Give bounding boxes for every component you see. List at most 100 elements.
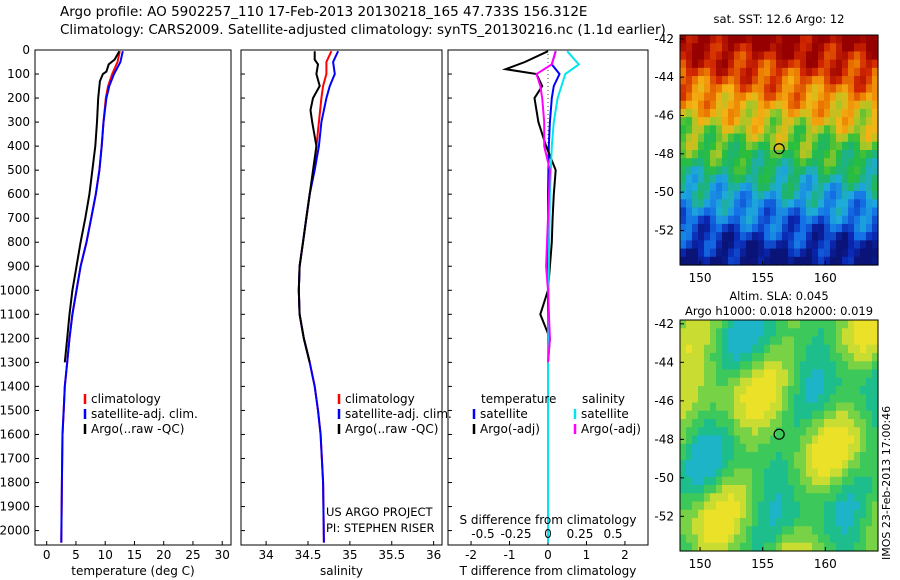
map-cell — [758, 328, 765, 338]
map-cell — [710, 100, 717, 110]
map-cell — [860, 485, 867, 494]
map-cell — [764, 320, 771, 329]
map-cell — [818, 150, 825, 159]
map-cell — [698, 419, 705, 428]
map-cell — [866, 509, 873, 519]
map-cell — [770, 84, 777, 94]
map-cell — [680, 100, 687, 110]
map-y-tick-label: -42 — [654, 32, 674, 46]
map-cell — [818, 51, 825, 61]
map-cell — [872, 43, 879, 53]
map-cell — [698, 443, 705, 453]
map-cell — [722, 369, 729, 379]
map-cell — [842, 100, 849, 110]
x-tick-label-secondary: 0.5 — [603, 527, 622, 541]
map-cell — [818, 534, 825, 544]
map-cell — [686, 35, 693, 44]
map-cell — [776, 199, 783, 209]
map-cell — [740, 215, 747, 225]
map-cell — [848, 51, 855, 61]
map-cell — [812, 353, 819, 362]
map-cell — [824, 386, 831, 395]
map-cell — [776, 369, 783, 379]
map-cell — [698, 67, 705, 77]
map-cell — [716, 402, 723, 412]
map-cell — [746, 501, 753, 511]
map-cell — [680, 174, 687, 184]
map-cell — [758, 182, 765, 192]
map-cell — [848, 215, 855, 225]
map-cell — [806, 150, 813, 159]
map-cell — [788, 199, 795, 209]
map-cell — [758, 141, 765, 151]
map-cell — [776, 141, 783, 151]
map-cell — [854, 166, 861, 176]
map-cell — [758, 166, 765, 176]
map-cell — [860, 240, 867, 250]
map-cell — [764, 256, 771, 266]
map-cell — [872, 84, 879, 94]
map-cell — [776, 509, 783, 519]
map-cell — [680, 534, 687, 544]
map-cell — [824, 232, 831, 241]
map-cell — [836, 215, 843, 225]
map-cell — [872, 493, 879, 503]
map-cell — [746, 328, 753, 338]
map-cell — [860, 84, 867, 94]
map-cell — [800, 182, 807, 192]
map-cell — [848, 369, 855, 379]
map-cell — [770, 394, 777, 404]
map-cell — [704, 328, 711, 338]
map-cell — [860, 542, 867, 552]
map-cell — [824, 51, 831, 61]
map-cell — [806, 509, 813, 519]
map-cell — [824, 182, 831, 192]
map-cell — [686, 182, 693, 192]
map-cell — [794, 199, 801, 209]
map-cell — [764, 344, 771, 354]
map-cell — [770, 369, 777, 379]
map-cell — [758, 485, 765, 494]
map-cell — [782, 35, 789, 44]
map-cell — [770, 402, 777, 412]
map-cell — [788, 394, 795, 404]
map-cell — [698, 84, 705, 94]
map-cell — [800, 427, 807, 437]
map-cell — [728, 493, 735, 503]
map-cell — [866, 501, 873, 511]
map-cell — [710, 419, 717, 428]
map-cell — [722, 223, 729, 233]
map-cell — [692, 501, 699, 511]
map-cell — [698, 493, 705, 503]
map-cell — [716, 182, 723, 192]
map-cell — [746, 256, 753, 266]
map-cell — [794, 182, 801, 192]
map-cell — [764, 460, 771, 470]
map-cell — [722, 328, 729, 338]
map-cell — [812, 248, 819, 258]
x-tick-label-secondary: 0.25 — [567, 527, 594, 541]
map-cell — [812, 402, 819, 412]
map-cell — [854, 410, 861, 420]
map-cell — [842, 526, 849, 536]
map-cell — [824, 526, 831, 536]
map-cell — [764, 199, 771, 209]
map-cell — [830, 100, 837, 110]
map-cell — [776, 468, 783, 478]
map-cell — [812, 435, 819, 445]
map-cell — [710, 125, 717, 135]
map-cell — [782, 207, 789, 217]
map-cell — [866, 150, 873, 159]
map-cell — [800, 125, 807, 135]
map-cell — [764, 410, 771, 420]
map-cell — [860, 100, 867, 110]
map-cell — [716, 443, 723, 453]
map-cell — [734, 256, 741, 266]
map-cell — [752, 256, 759, 266]
map-cell — [698, 174, 705, 184]
map-cell — [860, 92, 867, 102]
map-cell — [710, 240, 717, 250]
map-cell — [782, 509, 789, 519]
map-cell — [806, 501, 813, 511]
map-cell — [788, 158, 795, 168]
